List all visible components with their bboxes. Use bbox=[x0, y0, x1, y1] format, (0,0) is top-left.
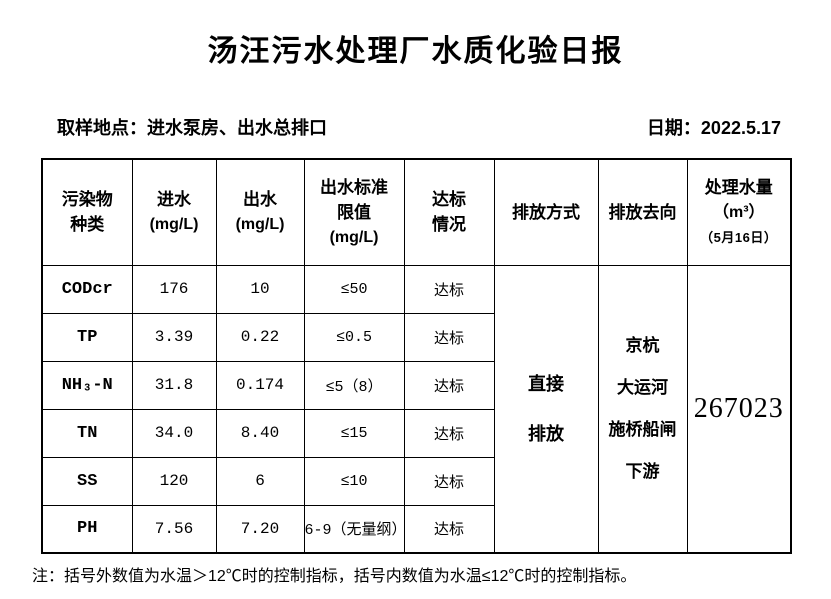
effluent-value: 6 bbox=[215, 456, 305, 506]
influent-value: 34.0 bbox=[131, 408, 217, 458]
limit-value: ≤0.5 bbox=[303, 312, 405, 362]
pollutant-name: NH₃-N bbox=[41, 360, 133, 410]
col-header-limit: 出水标准 限值 (mg/L) bbox=[303, 158, 405, 266]
discharge-method-cell: 直接 排放 bbox=[493, 264, 599, 554]
compliance-status: 达标 bbox=[403, 408, 495, 458]
limit-value: ≤5（8） bbox=[303, 360, 405, 410]
col-header-effluent: 出水 (mg/L) bbox=[215, 158, 305, 266]
pollutant-name: CODcr bbox=[41, 264, 133, 314]
pollutant-name: SS bbox=[41, 456, 133, 506]
col-header-compliance: 达标 情况 bbox=[403, 158, 495, 266]
table-row: TP 3.39 0.22 ≤0.5 达标 bbox=[41, 312, 791, 362]
compliance-status: 达标 bbox=[403, 456, 495, 506]
influent-value: 31.8 bbox=[131, 360, 217, 410]
table-row: TN 34.0 8.40 ≤15 达标 bbox=[41, 408, 791, 458]
influent-value: 3.39 bbox=[131, 312, 217, 362]
pollutant-name: PH bbox=[41, 504, 133, 554]
compliance-status: 达标 bbox=[403, 264, 495, 314]
compliance-status: 达标 bbox=[403, 360, 495, 410]
limit-value: ≤15 bbox=[303, 408, 405, 458]
discharge-destination-cell: 京杭 大运河 施桥船闸 下游 bbox=[597, 264, 688, 554]
effluent-value: 8.40 bbox=[215, 408, 305, 458]
effluent-value: 7.20 bbox=[215, 504, 305, 554]
compliance-status: 达标 bbox=[403, 504, 495, 554]
table-row: CODcr 176 10 ≤50 达标 直接 排放 京杭 大运河 施桥船闸 下游… bbox=[41, 264, 792, 554]
report-date: 日期：2022.5.17 bbox=[646, 118, 781, 138]
col-header-discharge-method: 排放方式 bbox=[493, 158, 599, 266]
effluent-value: 0.22 bbox=[215, 312, 305, 362]
col-header-pollutant: 污染物 种类 bbox=[41, 158, 133, 266]
limit-value: ≤10 bbox=[303, 456, 405, 506]
limit-value: 6-9（无量纲） bbox=[303, 504, 405, 554]
header-row: 污染物 种类 进水 (mg/L) 出水 (mg/L) 出水标准 限值 (mg/L… bbox=[41, 158, 792, 266]
influent-value: 176 bbox=[131, 264, 217, 314]
meta-row: 取样地点：进水泵房、出水总排口 日期：2022.5.17 bbox=[0, 114, 831, 140]
pollutant-name: TP bbox=[41, 312, 133, 362]
table-row: NH₃-N 31.8 0.174 ≤5（8） 达标 bbox=[41, 360, 791, 410]
compliance-status: 达标 bbox=[403, 312, 495, 362]
footnote: 注：括号外数值为水温＞12℃时的控制指标，括号内数值为水温≤12℃时的控制指标。 bbox=[32, 568, 637, 585]
limit-value: ≤50 bbox=[303, 264, 405, 314]
table-row: PH 7.56 7.20 6-9（无量纲） 达标 bbox=[41, 504, 791, 554]
sampling-location: 取样地点：进水泵房、出水总排口 bbox=[57, 118, 327, 138]
table-row: SS 120 6 ≤10 达标 bbox=[41, 456, 791, 506]
col-header-influent: 进水 (mg/L) bbox=[131, 158, 217, 266]
col-header-treated-volume: 处理水量 （m³） （5月16日） bbox=[686, 158, 792, 266]
water-quality-table: 污染物 种类 进水 (mg/L) 出水 (mg/L) 出水标准 限值 (mg/L… bbox=[41, 158, 792, 554]
influent-value: 7.56 bbox=[131, 504, 217, 554]
col-header-discharge-destination: 排放去向 bbox=[597, 158, 688, 266]
effluent-value: 10 bbox=[215, 264, 305, 314]
pollutant-name: TN bbox=[41, 408, 133, 458]
treated-volume-cell: 267023 bbox=[686, 264, 792, 554]
influent-value: 120 bbox=[131, 456, 217, 506]
effluent-value: 0.174 bbox=[215, 360, 305, 410]
report-title: 汤汪污水处理厂水质化验日报 bbox=[207, 35, 624, 68]
